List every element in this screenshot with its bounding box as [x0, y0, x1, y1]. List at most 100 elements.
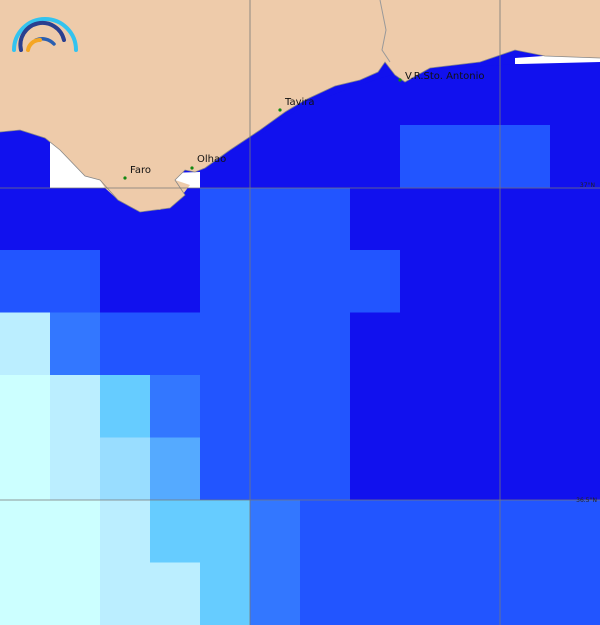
grid-cell [450, 375, 501, 438]
town-label: Olhao [197, 154, 226, 165]
grid-cell [400, 125, 451, 188]
grid-cell [450, 125, 501, 188]
grid-cell [250, 500, 301, 563]
grid-cell [550, 125, 600, 188]
grid-cell [200, 437, 251, 501]
grid-cell [350, 562, 401, 625]
grid-cell [250, 250, 301, 313]
grid-cell [450, 312, 501, 376]
grid-cell [450, 437, 501, 501]
grid-cell [200, 312, 251, 376]
grid-cell [100, 375, 151, 438]
town-label: V.R.Sto. Antonio [405, 71, 485, 82]
grid-cell [400, 437, 451, 501]
grid-cell [350, 437, 401, 501]
grid-cell [0, 312, 51, 376]
grid-cell [550, 500, 600, 563]
sea-grid-cells [0, 125, 600, 625]
grid-cell [50, 312, 101, 376]
town-vr-sto-antonio[interactable]: V.R.Sto. Antonio [398, 71, 485, 82]
town-marker [278, 108, 282, 112]
grid-cell [500, 562, 551, 625]
grid-cell [450, 500, 501, 563]
grid-cell [0, 500, 51, 563]
grid-cell [50, 375, 101, 438]
grid-cell [0, 187, 51, 251]
grid-cell [350, 500, 401, 563]
grid-cell [500, 500, 551, 563]
grid-cell [350, 250, 401, 313]
grid-cell [450, 187, 501, 251]
grid-cell [300, 375, 351, 438]
town-marker [398, 78, 402, 82]
grid-cell [100, 312, 151, 376]
grid-cell [450, 562, 501, 625]
grid-cell [550, 187, 600, 251]
grid-cell [200, 187, 251, 251]
grid-cell [200, 562, 251, 625]
grid-cell [150, 250, 201, 313]
grid-cell [250, 375, 301, 438]
town-marker [190, 166, 194, 170]
town-faro[interactable]: Faro [123, 165, 151, 180]
grid-cell [250, 312, 301, 376]
town-label: Tavira [284, 97, 315, 108]
land [0, 0, 600, 212]
lat-label-37: 37°N [580, 182, 595, 189]
grid-cell [150, 312, 201, 376]
grid-cell [150, 500, 201, 563]
grid-cell [200, 500, 251, 563]
grid-cell [150, 562, 201, 625]
grid-cell [150, 375, 201, 438]
grid-cell [500, 312, 551, 376]
town-label: Faro [130, 165, 151, 176]
grid-cell [550, 250, 600, 313]
grid-cell [550, 312, 600, 376]
grid-cell [0, 375, 51, 438]
grid-cell [250, 437, 301, 501]
grid-cell [400, 250, 451, 313]
grid-cell [300, 250, 351, 313]
grid-cell [400, 312, 451, 376]
grid-cell [300, 500, 351, 563]
grid-cell [100, 500, 151, 563]
grid-cell [100, 437, 151, 501]
grid-cell [300, 187, 351, 251]
grid-cell [500, 375, 551, 438]
grid-cell [300, 312, 351, 376]
grid-cell [350, 187, 401, 251]
grid-cell [50, 500, 101, 563]
town-tavira[interactable]: Tavira [278, 97, 315, 112]
grid-cell [50, 437, 101, 501]
lat-label-36-5: 36.5°N [576, 497, 597, 504]
town-olhao[interactable]: Olhao [190, 154, 226, 170]
grid-cell [550, 562, 600, 625]
grid-cell [350, 375, 401, 438]
grid-cell [250, 562, 301, 625]
grid-cell [200, 250, 251, 313]
grid-cell [50, 562, 101, 625]
grid-cell [450, 250, 501, 313]
grid-cell [100, 562, 151, 625]
ria-formosa-islands [105, 180, 190, 210]
town-marker [123, 176, 127, 180]
grid-cell [150, 437, 201, 501]
grid-cell [400, 562, 451, 625]
river-guadiana [379, 0, 391, 63]
grid-cell [500, 125, 551, 188]
grid-cell [500, 250, 551, 313]
grid-cell [550, 437, 600, 501]
coastline [0, 49, 600, 213]
grid-cell [300, 562, 351, 625]
grid-cell [400, 375, 451, 438]
grid-cell [0, 562, 51, 625]
grid-cell [50, 250, 101, 313]
grid-cell [500, 187, 551, 251]
grid-cell [0, 437, 51, 501]
grid-cell [0, 250, 51, 313]
grid-cell [300, 437, 351, 501]
grid-cell [350, 312, 401, 376]
grid-cell [500, 437, 551, 501]
